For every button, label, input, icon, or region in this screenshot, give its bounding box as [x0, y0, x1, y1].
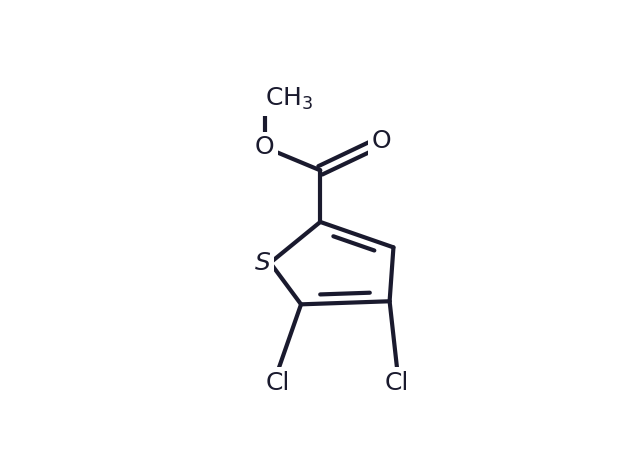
Text: CH$_3$: CH$_3$	[265, 86, 313, 112]
Text: O: O	[372, 129, 392, 153]
Text: S: S	[254, 251, 270, 275]
Text: Cl: Cl	[266, 370, 290, 394]
Text: Cl: Cl	[385, 370, 410, 394]
Text: O: O	[255, 135, 275, 159]
